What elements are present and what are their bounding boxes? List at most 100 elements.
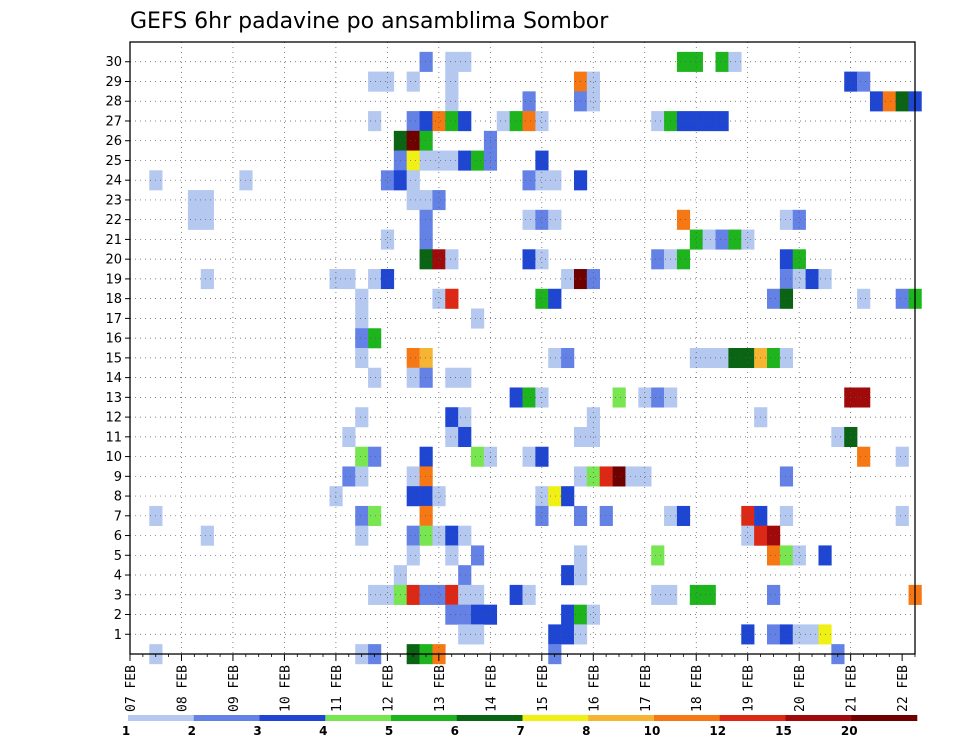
ytick-label-22: 22 <box>105 213 122 228</box>
cell-229 <box>509 584 523 605</box>
cell-168 <box>406 466 420 487</box>
colorbar-swatch-10 <box>719 715 786 721</box>
cell-218 <box>561 565 575 586</box>
cell-251 <box>779 624 794 645</box>
cell-65 <box>432 190 446 211</box>
cell-227 <box>458 584 472 605</box>
cell-30 <box>509 111 523 132</box>
ytick-label-9: 9 <box>114 470 122 485</box>
cell-70 <box>535 209 549 230</box>
cell-126 <box>728 348 742 369</box>
cell-114 <box>355 308 369 329</box>
colorbar-label-20: 20 <box>841 724 858 738</box>
cell-117 <box>368 328 382 349</box>
cell-99 <box>586 269 601 290</box>
cell-234 <box>702 584 716 605</box>
cell-84 <box>445 249 459 270</box>
cell-183 <box>561 486 575 507</box>
x-axis: 07 FEB 08 FEB 09 FEB 10 FEB 11 FEB 12 FEB 13 F… <box>124 654 916 712</box>
cell-107 <box>535 288 549 309</box>
ytick-label-30: 30 <box>105 55 122 70</box>
cell-157 <box>355 446 369 467</box>
cell-173 <box>612 466 626 487</box>
cell-63 <box>406 190 420 211</box>
cell-172 <box>599 466 613 487</box>
cell-95 <box>368 269 382 290</box>
ytick-label-8: 8 <box>114 490 122 505</box>
xtick-label-5: 12 FEB <box>381 665 396 712</box>
cell-132 <box>406 367 420 388</box>
xtick-label-8: 15 FEB <box>536 665 551 712</box>
ytick-label-15: 15 <box>105 351 122 366</box>
plot-frame <box>129 41 916 655</box>
cell-199 <box>406 525 420 546</box>
cell-15 <box>445 91 459 112</box>
cell-32 <box>535 111 549 132</box>
cell-97 <box>561 269 575 290</box>
cell-108 <box>548 288 562 309</box>
cell-41 <box>419 130 433 151</box>
ytick-label-10: 10 <box>105 450 122 465</box>
cell-243 <box>586 604 601 625</box>
xtick-label-14: 21 FEB <box>845 665 860 712</box>
cell-109 <box>767 288 781 309</box>
cells-layer <box>149 51 922 665</box>
cell-115 <box>471 308 485 329</box>
cell-123 <box>689 348 703 369</box>
colorbar-label-3: 3 <box>253 724 261 738</box>
cell-225 <box>432 584 446 605</box>
ytick-label-7: 7 <box>114 509 122 524</box>
xtick-label-0: 07 FEB <box>124 665 139 712</box>
cell-120 <box>419 348 433 369</box>
cell-241 <box>561 604 575 625</box>
xtick-label-7: 14 FEB <box>484 665 499 712</box>
cell-4 <box>689 51 703 72</box>
cell-20 <box>882 91 896 112</box>
cell-74 <box>792 209 806 230</box>
cell-133 <box>419 367 433 388</box>
cell-25 <box>419 111 433 132</box>
ytick-label-28: 28 <box>105 95 122 110</box>
cell-82 <box>419 249 433 270</box>
ytick-label-1: 1 <box>114 628 122 643</box>
cell-111 <box>857 288 871 309</box>
colorbar-label-10: 10 <box>644 724 661 738</box>
cell-106 <box>445 288 459 309</box>
cell-228 <box>471 584 485 605</box>
cell-139 <box>612 387 626 408</box>
ytick-label-11: 11 <box>105 430 122 445</box>
cell-206 <box>767 525 781 546</box>
cell-92 <box>200 269 214 290</box>
colorbar-swatch-5 <box>391 715 458 721</box>
cell-246 <box>548 624 562 645</box>
cell-29 <box>496 111 510 132</box>
cell-116 <box>355 328 369 349</box>
cell-110 <box>779 288 794 309</box>
xtick-label-15: 22 FEB <box>896 665 911 712</box>
xtick-label-2: 09 FEB <box>227 665 242 712</box>
cell-64 <box>419 190 433 211</box>
cell-186 <box>368 505 382 526</box>
cell-35 <box>676 111 691 132</box>
cell-47 <box>445 150 459 171</box>
cell-231 <box>651 584 665 605</box>
cell-226 <box>445 584 459 605</box>
cell-89 <box>676 249 691 270</box>
cell-112 <box>895 288 909 309</box>
cell-72 <box>676 209 691 230</box>
cell-49 <box>471 150 485 171</box>
cell-38 <box>715 111 729 132</box>
ytick-label-26: 26 <box>105 134 122 149</box>
cell-86 <box>535 249 549 270</box>
cell-150 <box>342 426 356 448</box>
ytick-label-20: 20 <box>105 253 122 268</box>
cell-87 <box>651 249 665 270</box>
cell-125 <box>715 348 729 369</box>
cell-155 <box>831 426 845 448</box>
cell-40 <box>406 130 420 151</box>
cell-18 <box>586 91 601 112</box>
cell-176 <box>779 466 794 487</box>
cell-94 <box>342 269 356 290</box>
cell-250 <box>767 624 781 645</box>
cell-14 <box>857 71 871 92</box>
